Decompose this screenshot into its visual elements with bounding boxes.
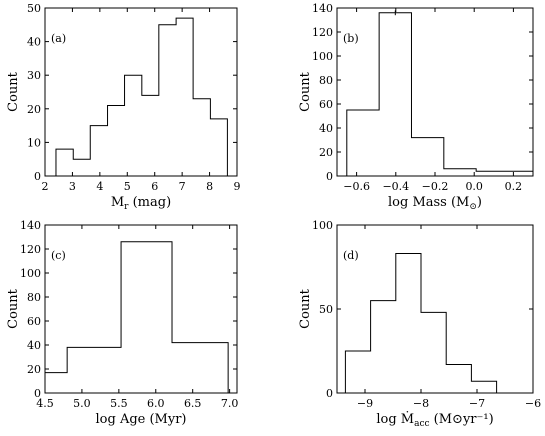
x-tick-label: 7	[179, 180, 186, 193]
x-tick-label: −0.4	[382, 180, 409, 193]
x-tick-label: 3	[69, 180, 76, 193]
x-tick-label: 9	[234, 180, 241, 193]
histogram-bin	[90, 126, 107, 176]
x-tick-label: 6.0	[147, 397, 165, 410]
plot-frame	[44, 7, 238, 177]
histogram-bin	[379, 13, 411, 176]
y-tick-label: 50	[319, 303, 333, 316]
x-axis-label: log Age (Myr)	[96, 412, 187, 427]
x-tick-label: 8	[206, 180, 213, 193]
y-axis-label: Count	[298, 288, 313, 329]
histogram-bin	[121, 242, 172, 393]
panel-label: (d)	[343, 249, 359, 262]
histogram-bin	[396, 254, 421, 393]
histogram-bin	[142, 95, 159, 176]
y-tick-label: 40	[27, 339, 41, 352]
x-tick-label: −9	[357, 397, 373, 410]
y-tick-label: 10	[27, 136, 41, 149]
histogram-bin	[476, 171, 533, 176]
histogram-bin	[210, 119, 227, 176]
x-tick-label: 4	[96, 180, 103, 193]
histogram-bin	[345, 351, 370, 393]
panel-label: (b)	[343, 32, 359, 45]
x-tick-label: 5	[124, 180, 131, 193]
histogram-outline	[344, 253, 517, 394]
panel-d: −9 −8 −7 −6 0 50 100 (d) Count log Ṁacc (M⊙yr⁻¹)	[298, 219, 541, 429]
x-tick-label: 0.2	[505, 180, 523, 193]
x-axis-label: Mr (mag)	[111, 195, 171, 212]
y-tick-label: 0	[34, 170, 41, 183]
histogram-bin	[108, 105, 125, 176]
histogram-bin	[125, 75, 142, 176]
histogram-outline	[346, 12, 534, 176]
x-tick-label: −8	[413, 397, 429, 410]
y-tick-label: 100	[312, 219, 333, 232]
y-tick-label: 40	[319, 122, 333, 135]
histogram-bin	[45, 373, 67, 393]
y-axis-label: Count	[6, 288, 21, 329]
plot-frame	[44, 224, 238, 394]
x-tick-label: 6.5	[184, 397, 202, 410]
histogram-bin	[67, 347, 121, 393]
x-tick-label: 5.0	[73, 397, 91, 410]
y-tick-label: 120	[20, 243, 41, 256]
y-tick-label: 40	[27, 36, 41, 49]
x-tick-label: 6	[151, 180, 158, 193]
histogram-outline	[44, 241, 229, 393]
y-tick-label: 0	[326, 170, 333, 183]
y-tick-label: 20	[319, 146, 333, 159]
y-tick-label: 20	[27, 363, 41, 376]
histogram-bin	[193, 99, 210, 176]
y-tick-label: 20	[27, 103, 41, 116]
y-tick-label: 0	[34, 387, 41, 400]
plot-frame	[336, 224, 534, 394]
y-axis-label: Count	[298, 71, 313, 112]
histogram-bin	[73, 159, 90, 176]
histogram-bin	[421, 312, 446, 393]
panel-b: −0.6 −0.4 −0.2 0.0 0.2 0 20 40 60 80 100 120 140 (b) C…	[298, 2, 534, 212]
x-tick-label: −0.2	[422, 180, 449, 193]
x-tick-label: 7.0	[221, 397, 239, 410]
histogram-bin	[172, 343, 228, 393]
y-tick-label: 140	[312, 2, 333, 15]
y-tick-label: 80	[319, 74, 333, 87]
panel-c: 4.5 5.0 5.5 6.0 6.5 7.0 0 20 40 60 80 100 120 140 (c) C…	[6, 219, 238, 427]
y-tick-label: 140	[20, 219, 41, 232]
x-tick-label: −0.6	[343, 180, 370, 193]
histogram-outline	[55, 17, 228, 176]
y-tick-label: 0	[326, 387, 333, 400]
x-tick-label: 5.5	[110, 397, 128, 410]
y-tick-label: 60	[27, 315, 41, 328]
histogram-bin	[176, 18, 193, 176]
y-tick-label: 120	[312, 26, 333, 39]
histogram-bin	[347, 110, 379, 176]
plot-frame	[336, 7, 534, 177]
y-tick-label: 100	[20, 267, 41, 280]
x-axis-label: log Mass (M⊙)	[388, 195, 482, 212]
x-tick-label: 2	[42, 180, 49, 193]
x-tick-label: 0.0	[465, 180, 483, 193]
x-tick-label: −6	[525, 397, 541, 410]
y-tick-label: 80	[27, 291, 41, 304]
histogram-bin	[371, 301, 396, 393]
histogram-bin	[159, 25, 176, 176]
y-axis-label: Count	[6, 71, 21, 112]
histogram-bin	[471, 381, 496, 393]
x-tick-label: 4.5	[36, 397, 54, 410]
y-tick-label: 30	[27, 69, 41, 82]
histogram-bin	[446, 364, 471, 393]
y-tick-label: 60	[319, 98, 333, 111]
y-tick-label: 50	[27, 2, 41, 15]
y-tick-label: 100	[312, 50, 333, 63]
histogram-bin	[444, 169, 476, 176]
panel-label: (a)	[51, 32, 66, 45]
histogram-bin	[411, 138, 443, 176]
histogram-bin	[56, 149, 73, 176]
x-axis-label: log Ṁacc (M⊙yr⁻¹)	[376, 410, 493, 429]
panel-label: (c)	[51, 249, 66, 262]
x-tick-label: −7	[469, 397, 485, 410]
panel-a: 2 3 4 5 6 7 8 9 0 10 20 30 40 50 (a) Count Mr (mag)	[6, 2, 241, 212]
